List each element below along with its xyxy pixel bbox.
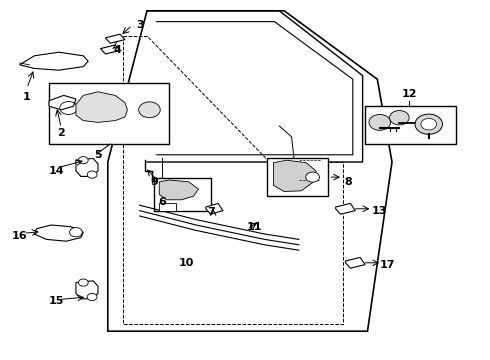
Text: 15: 15	[49, 296, 64, 306]
Circle shape	[78, 157, 88, 164]
Polygon shape	[76, 92, 127, 122]
Polygon shape	[76, 158, 98, 176]
Text: 10: 10	[178, 258, 194, 268]
Text: 8: 8	[344, 177, 352, 187]
Text: 5: 5	[94, 150, 102, 160]
Text: 12: 12	[401, 89, 417, 99]
Polygon shape	[34, 225, 83, 241]
FancyBboxPatch shape	[154, 178, 211, 211]
Circle shape	[415, 114, 442, 134]
Polygon shape	[336, 203, 355, 214]
Polygon shape	[206, 203, 223, 214]
Circle shape	[390, 111, 409, 125]
Bar	[159, 203, 176, 211]
Polygon shape	[20, 52, 88, 70]
Text: 13: 13	[372, 206, 388, 216]
Text: 1: 1	[23, 92, 31, 102]
Circle shape	[421, 118, 437, 130]
Circle shape	[87, 171, 97, 178]
Text: 6: 6	[158, 197, 166, 207]
FancyBboxPatch shape	[365, 106, 456, 144]
Circle shape	[306, 172, 319, 182]
Polygon shape	[159, 180, 198, 200]
Circle shape	[369, 114, 391, 130]
Polygon shape	[100, 45, 120, 54]
Text: 14: 14	[49, 166, 64, 176]
Text: 17: 17	[379, 260, 395, 270]
Circle shape	[139, 102, 160, 118]
Polygon shape	[273, 160, 316, 192]
Text: 2: 2	[57, 128, 65, 138]
Text: 9: 9	[150, 177, 158, 187]
Text: 3: 3	[136, 20, 144, 30]
Text: 16: 16	[12, 231, 27, 241]
Polygon shape	[49, 95, 76, 110]
Polygon shape	[105, 34, 125, 43]
Polygon shape	[76, 281, 98, 299]
Text: 7: 7	[207, 207, 215, 217]
Text: 11: 11	[247, 222, 263, 232]
Text: 4: 4	[114, 45, 122, 55]
FancyBboxPatch shape	[267, 158, 328, 196]
Circle shape	[87, 293, 97, 301]
Circle shape	[78, 279, 88, 286]
FancyBboxPatch shape	[49, 83, 169, 144]
Polygon shape	[345, 257, 365, 268]
Circle shape	[70, 228, 82, 237]
